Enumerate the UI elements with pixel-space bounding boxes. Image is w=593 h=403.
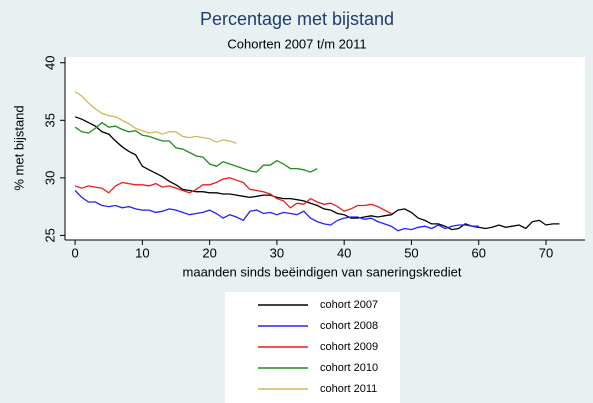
x-axis-title: maanden sinds beëindigen van saneringskr… [183,264,462,279]
y-tick-label: 40 [42,56,57,70]
series-line [74,190,479,232]
x-tick-label: 20 [202,245,216,260]
series-line [74,177,392,215]
series-line [74,90,237,144]
x-tick-label: 50 [404,245,418,260]
legend-label: cohort 2008 [320,320,378,332]
y-tick-label: 25 [42,228,57,242]
y-tick-label: 30 [42,171,57,185]
chart-subtitle: Cohorten 2007 t/m 2011 [227,36,366,51]
series-line [74,121,318,173]
x-tick-label: 40 [337,245,351,260]
x-tick-label: 60 [471,245,485,260]
y-tick-label: 35 [42,113,57,127]
y-axis-title: % met bijstand [11,105,26,190]
legend-label: cohort 2011 [320,383,377,395]
x-tick-label: 0 [71,245,78,260]
series-line [74,116,560,231]
legend-box [225,292,400,403]
legend-label: cohort 2009 [320,341,378,353]
legend-label: cohort 2007 [320,299,378,311]
x-tick-label: 30 [270,245,284,260]
legend-label: cohort 2010 [320,362,378,374]
x-tick-label: 10 [135,245,149,260]
plot-area [65,57,585,240]
x-tick-label: 70 [539,245,553,260]
chart-title: Percentage met bijstand [200,9,394,29]
